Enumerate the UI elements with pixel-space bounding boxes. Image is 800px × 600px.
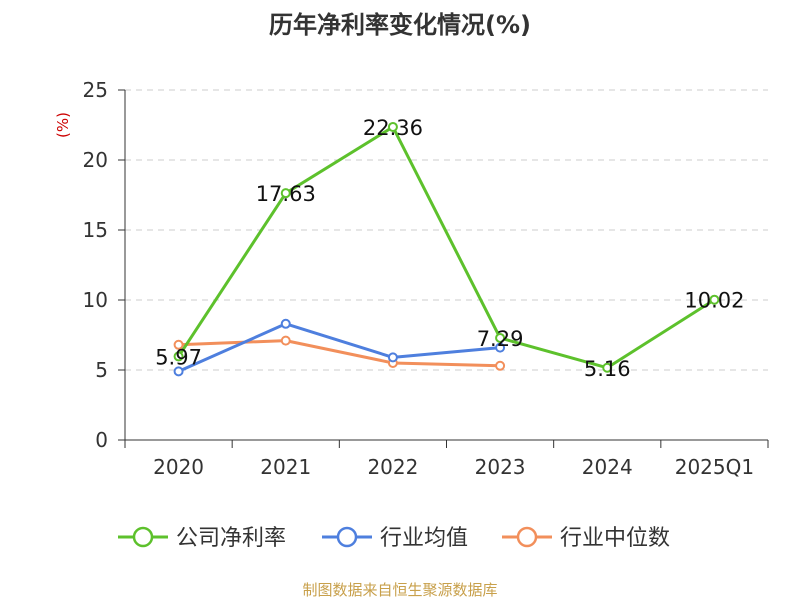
x-tick-label: 2020 xyxy=(153,455,204,479)
y-tick-label: 20 xyxy=(83,148,108,172)
series-line xyxy=(177,322,501,373)
x-tick-label: 2024 xyxy=(582,455,633,479)
series-point xyxy=(173,351,184,362)
chart-title: 历年净利率变化情况(%) xyxy=(269,11,531,39)
legend-label: 行业中位数 xyxy=(560,526,670,551)
y-tick-label: 15 xyxy=(83,218,108,242)
series-point xyxy=(173,339,184,350)
data-label: 5.16 xyxy=(584,357,631,381)
legend-label: 行业均值 xyxy=(380,526,468,551)
data-labels: 5.97 17.63 22.36 7.29 5.16 10.02 xyxy=(155,116,744,381)
series-line xyxy=(177,125,716,370)
series-point xyxy=(602,362,613,373)
series-point xyxy=(280,188,291,199)
data-label: 5.97 xyxy=(155,345,202,369)
y-tick-label: 10 xyxy=(83,288,108,312)
series-point xyxy=(280,335,291,346)
series-point xyxy=(709,294,720,305)
x-tick-label: 2021 xyxy=(260,455,311,479)
source-footer: 制图数据来自恒生聚源数据库 xyxy=(302,581,497,599)
y-axis-label: (%) xyxy=(54,112,72,138)
axes: 0 5 10 15 20 25 2020 2021 2022 2023 2024 2025Q1 (%) xyxy=(54,78,769,479)
legend-marker xyxy=(336,526,358,548)
series-point xyxy=(387,121,398,132)
y-tick-label: 0 xyxy=(95,428,108,452)
data-label: 7.29 xyxy=(477,327,524,351)
legend: 公司净利率 行业均值 行业中位数 xyxy=(118,526,670,551)
y-tick-label: 25 xyxy=(83,78,108,102)
series-point xyxy=(495,332,506,343)
data-label: 17.63 xyxy=(256,182,316,206)
data-label: 10.02 xyxy=(684,289,744,313)
series-point xyxy=(173,366,184,377)
series-point xyxy=(495,342,506,353)
y-tick-label: 5 xyxy=(95,358,108,382)
x-tick-label: 2025Q1 xyxy=(675,455,754,479)
x-tick-label: 2023 xyxy=(475,455,526,479)
series-point xyxy=(495,360,506,371)
series-line xyxy=(178,339,501,368)
legend-marker xyxy=(132,526,154,548)
x-tick-label: 2022 xyxy=(367,455,418,479)
series-lines xyxy=(173,121,720,377)
legend-label: 公司净利率 xyxy=(176,526,286,551)
legend-marker xyxy=(516,526,538,548)
data-label: 22.36 xyxy=(363,116,423,140)
series-point xyxy=(387,352,398,363)
series-point xyxy=(280,318,291,329)
